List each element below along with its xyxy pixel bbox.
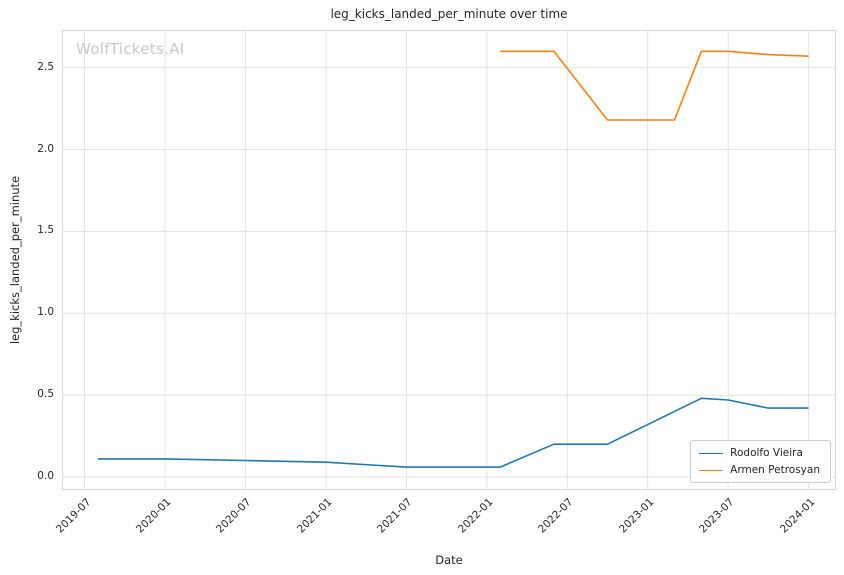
plot-area: WolfTickets.AI Rodolfo Vieira Armen Petro… (62, 30, 836, 490)
y-tick-label: 1.5 (37, 224, 54, 237)
y-tick-label: 0.0 (37, 469, 54, 482)
legend-line-sample (699, 469, 724, 471)
y-tick-label: 2.0 (37, 142, 54, 155)
plot-svg (62, 30, 836, 490)
y-axis-label: leg_kicks_landed_per_minute (8, 175, 22, 345)
y-tick-label: 2.5 (37, 60, 54, 73)
x-axis-label: Date (435, 553, 463, 567)
legend-line-sample (699, 452, 724, 454)
legend-item-rodolfo-vieira: Rodolfo Vieira (699, 447, 820, 459)
legend-item-armen-petrosyan: Armen Petrosyan (699, 464, 820, 476)
chart-title: leg_kicks_landed_per_minute over time (330, 7, 568, 21)
axes-border (62, 30, 836, 490)
y-tick-label: 1.0 (37, 306, 54, 319)
legend: Rodolfo Vieira Armen Petrosyan (690, 440, 831, 483)
y-tick-label: 0.5 (37, 388, 54, 401)
watermark: WolfTickets.AI (76, 40, 185, 58)
legend-label: Armen Petrosyan (730, 464, 820, 476)
series-line-armen-petrosyan (500, 50, 809, 121)
series-line-rodolfo-vieira (97, 397, 809, 468)
legend-label: Rodolfo Vieira (730, 447, 803, 459)
